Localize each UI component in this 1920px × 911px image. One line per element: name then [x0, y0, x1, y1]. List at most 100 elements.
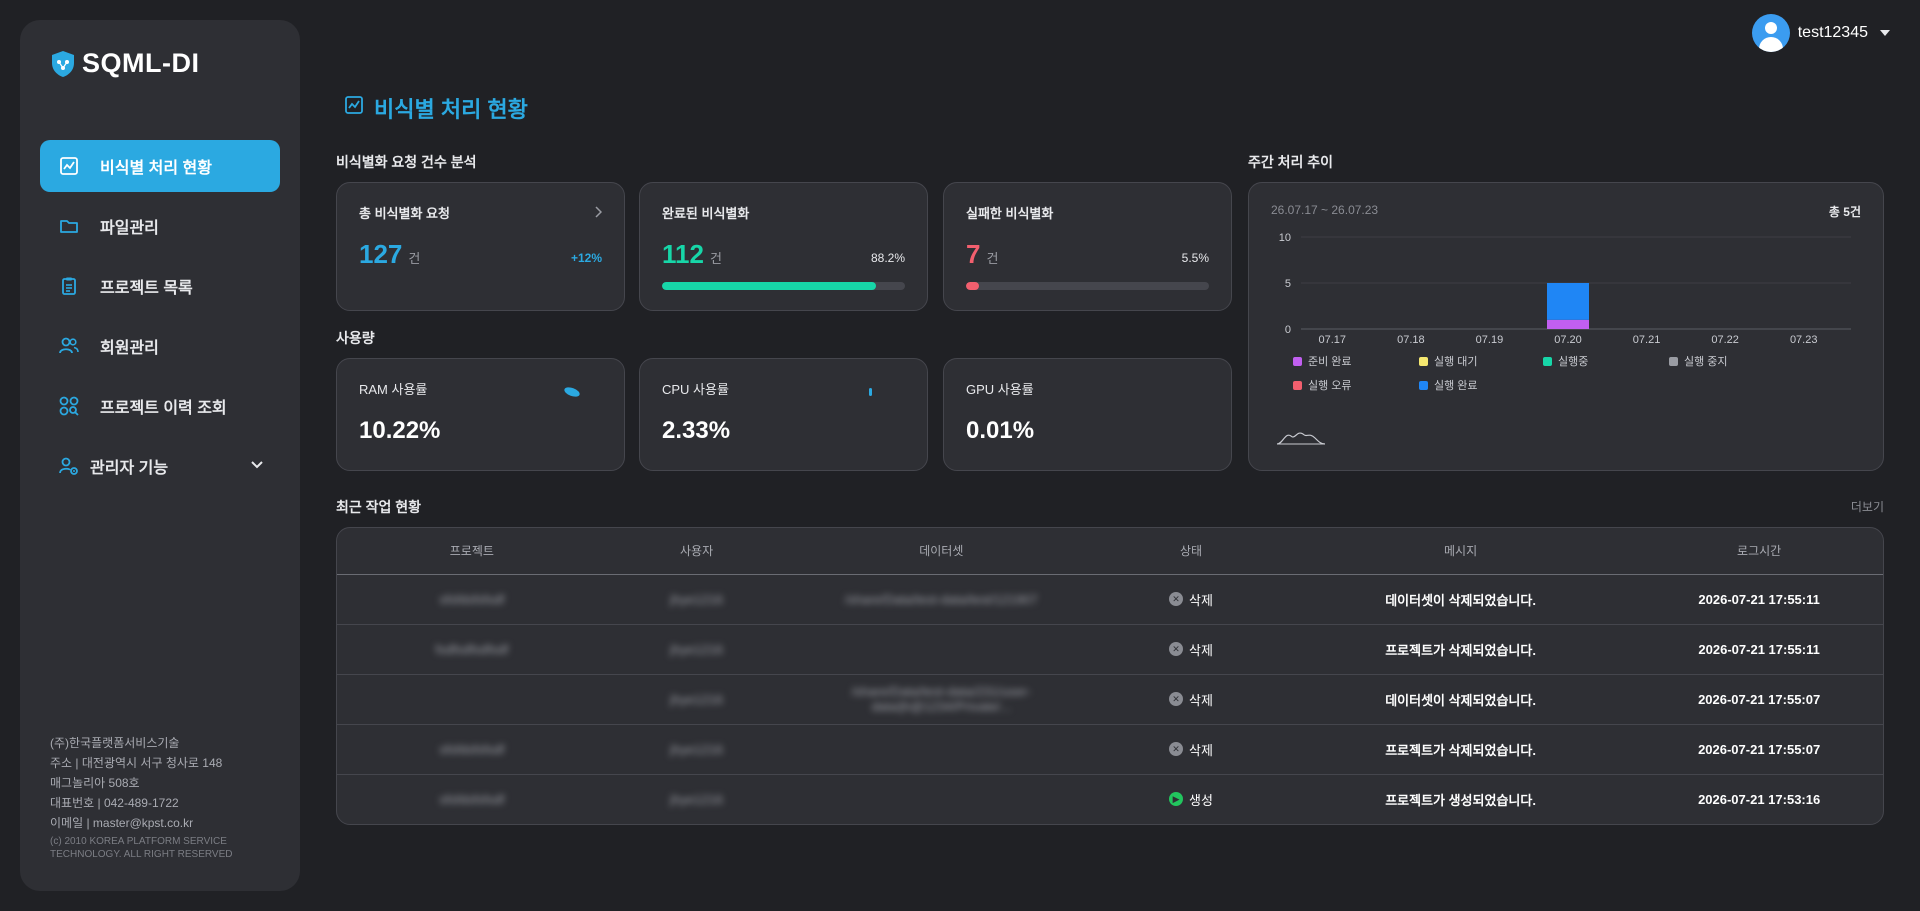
- legend-label: 실행 오류: [1308, 380, 1352, 392]
- chevron-down-icon[interactable]: [250, 457, 264, 475]
- cell-status: ✕ 삭제: [1096, 574, 1286, 625]
- column-header[interactable]: 사용자: [606, 528, 787, 575]
- company-address-detail: 매그놀리아 508호: [50, 776, 140, 790]
- cell-message-text: 데이터셋이 삭제되었습니다.: [1385, 692, 1536, 708]
- total-requests-card[interactable]: 총 비식별화 요청 127 건 +12%: [336, 182, 625, 311]
- sidebar-item-members[interactable]: 회원관리: [40, 320, 280, 372]
- requests-section-title: 비식별화 요청 건수 분석: [336, 154, 477, 170]
- x-tick-label: 07.19: [1476, 334, 1504, 346]
- user-menu[interactable]: test12345: [1751, 14, 1890, 52]
- page-title-text: 비식별 처리 현황: [374, 97, 528, 122]
- sidebar-footer: (주)한국플랫폼서비스기술 주소 | 대전광역시 서구 청사로 148 매그놀리…: [50, 733, 232, 861]
- cell-status: ▶ 생성: [1096, 774, 1286, 824]
- column-header[interactable]: 데이터셋: [786, 528, 1097, 575]
- gpu-usage-card: GPU 사용률 0.01%: [943, 358, 1232, 471]
- table-row[interactable]: sfsfdsfsfsdf jhye1216/share/Data/test-dat…: [337, 574, 1883, 625]
- sidebar-item-projects[interactable]: 프로젝트 목록: [40, 260, 280, 312]
- cell-user: jhye1216: [606, 574, 787, 625]
- company-address: 주소 | 대전광역시 서구 청사로 148: [50, 756, 223, 770]
- shield-logo-icon: [52, 50, 74, 77]
- status-badge: ✕ 삭제: [1169, 740, 1213, 759]
- table-row[interactable]: fsdfsdfsdfsdf jhye1216 ✕ 삭제 프로젝트가 삭제되었습니다. 20…: [337, 624, 1883, 675]
- close-circle-icon: ✕: [1169, 642, 1184, 656]
- x-tick-label: 07.21: [1633, 334, 1661, 346]
- sidebar-item-label: 관리자 기능: [90, 460, 169, 477]
- status-text: 삭제: [1189, 642, 1213, 658]
- copyright-line: (c) 2010 KOREA PLATFORM SERVICE: [50, 836, 227, 847]
- avatar[interactable]: [1751, 14, 1790, 52]
- legend-label: 실행 대기: [1434, 356, 1478, 368]
- history-icon: [58, 395, 80, 417]
- failed-card: 실패한 비식별화 7 건 5.5%: [943, 182, 1232, 311]
- sidebar-item-label: 프로젝트 목록: [100, 280, 193, 297]
- sidebar-item-admin[interactable]: 관리자 기능: [40, 440, 280, 492]
- bar-segment[interactable]: [1547, 283, 1589, 320]
- sidebar-item-files[interactable]: 파일관리: [40, 200, 280, 252]
- completed-card: 완료된 비식별화 112 건 88.2%: [639, 182, 928, 311]
- y-tick-label: 5: [1285, 278, 1291, 290]
- copyright: (c) 2010 KOREA PLATFORM SERVICE TECHNOLO…: [50, 835, 232, 861]
- legend-item[interactable]: 실행 완료: [1419, 377, 1478, 393]
- caret-down-icon[interactable]: [1880, 30, 1890, 36]
- column-header[interactable]: 프로젝트: [337, 528, 607, 575]
- column-header[interactable]: 메시지: [1285, 528, 1636, 575]
- cell-message: 데이터셋이 삭제되었습니다.: [1285, 574, 1636, 625]
- sidebar-nav: 비식별 처리 현황 파일관리 프로젝트 목록 회원관리 프로젝트 이력 조회: [40, 140, 280, 500]
- cell-user-text: jhye1216: [670, 741, 723, 757]
- status-badge: ✕ 삭제: [1169, 640, 1213, 659]
- company-phone: 대표번호 | 042-489-1722: [50, 796, 179, 810]
- legend-item[interactable]: 실행중: [1543, 353, 1588, 369]
- gpu-usage-label: GPU 사용률: [966, 382, 1034, 397]
- completed-stat: 112 건: [662, 239, 722, 270]
- app-logo[interactable]: SQML-DI: [48, 48, 200, 79]
- cell-log-time-text: 2026-07-21 17:53:16: [1698, 791, 1821, 807]
- column-header[interactable]: 로그시간: [1635, 528, 1883, 575]
- unit-label: 건: [408, 251, 421, 266]
- chevron-right-icon[interactable]: [594, 205, 603, 223]
- legend-item[interactable]: 준비 완료: [1293, 353, 1352, 369]
- legend-swatch: [1419, 356, 1428, 366]
- cell-project: sfsfdsfsfsdf: [337, 774, 607, 824]
- cell-log-time: 2026-07-21 17:55:11: [1635, 624, 1883, 675]
- cell-log-time-text: 2026-07-21 17:55:07: [1698, 691, 1821, 707]
- column-header[interactable]: 상태: [1096, 528, 1286, 575]
- cell-message: 프로젝트가 생성되었습니다.: [1286, 774, 1635, 824]
- failed-stat: 7 건: [966, 239, 998, 270]
- ram-usage-value: 10.22%: [359, 417, 441, 444]
- table-row[interactable]: sfsfdsfsfsdf jhye1216 ✕ 삭제 프로젝트가 삭제되었습니다. 202…: [337, 724, 1883, 775]
- more-link[interactable]: 더보기: [1850, 500, 1884, 514]
- legend-item[interactable]: 실행 중지: [1669, 353, 1728, 369]
- unit-label: 건: [986, 251, 999, 266]
- cell-project: fsdfsdfsdfsdf: [337, 624, 607, 675]
- sidebar-item-label: 비식별 처리 현황: [100, 160, 212, 177]
- cpu-usage-value: 2.33%: [662, 417, 731, 444]
- copyright-line: TECHNOLOGY. ALL RIGHT RESERVED: [50, 849, 233, 860]
- legend-swatch: [1669, 356, 1678, 366]
- unit-label: 건: [709, 251, 722, 266]
- completed-progress-fill: [662, 282, 877, 290]
- cell-project-text: sfsfdsfsfsdf: [439, 791, 505, 807]
- sidebar-item-dashboard[interactable]: 비식별 처리 현황: [40, 140, 280, 192]
- status-badge: ✕ 삭제: [1169, 590, 1213, 609]
- table-header-row: 프로젝트 사용자 데이터셋 상태 메시지 로그시간: [337, 528, 1883, 575]
- cpu-usage-card: CPU 사용률 2.33%: [639, 358, 928, 471]
- table-row[interactable]: sfsfdsfsfsdf jhye1216 ▶ 생성 프로젝트가 생성되었습니다. 202…: [337, 774, 1883, 824]
- cell-log-time: 2026-07-21 17:55:07: [1635, 674, 1883, 725]
- legend-label: 실행 완료: [1434, 380, 1478, 392]
- table-row[interactable]: jhye1216/share/Data/test-data/231/user-d…: [337, 674, 1883, 725]
- weekly-date-range: 26.07.17 ~ 26.07.23: [1271, 203, 1379, 217]
- cell-log-time: 2026-07-21 17:55:11: [1635, 574, 1883, 625]
- legend-item[interactable]: 실행 오류: [1293, 377, 1352, 393]
- cell-dataset: /share/Data/test-data/test/121907: [786, 574, 1097, 625]
- cell-user-text: jhye1216: [670, 641, 723, 657]
- username[interactable]: test12345: [1797, 24, 1868, 41]
- bar-segment[interactable]: [1547, 319, 1589, 329]
- sidebar-item-history[interactable]: 프로젝트 이력 조회: [40, 380, 280, 432]
- legend-item[interactable]: 실행 대기: [1419, 353, 1478, 369]
- close-circle-icon: ✕: [1169, 692, 1184, 706]
- chart-icon: [344, 95, 364, 121]
- cell-message: 프로젝트가 삭제되었습니다.: [1285, 724, 1636, 775]
- completed-label: 완료된 비식별화: [662, 206, 750, 221]
- close-circle-icon: ✕: [1169, 592, 1184, 606]
- cell-log-time-text: 2026-07-21 17:55:11: [1698, 641, 1820, 657]
